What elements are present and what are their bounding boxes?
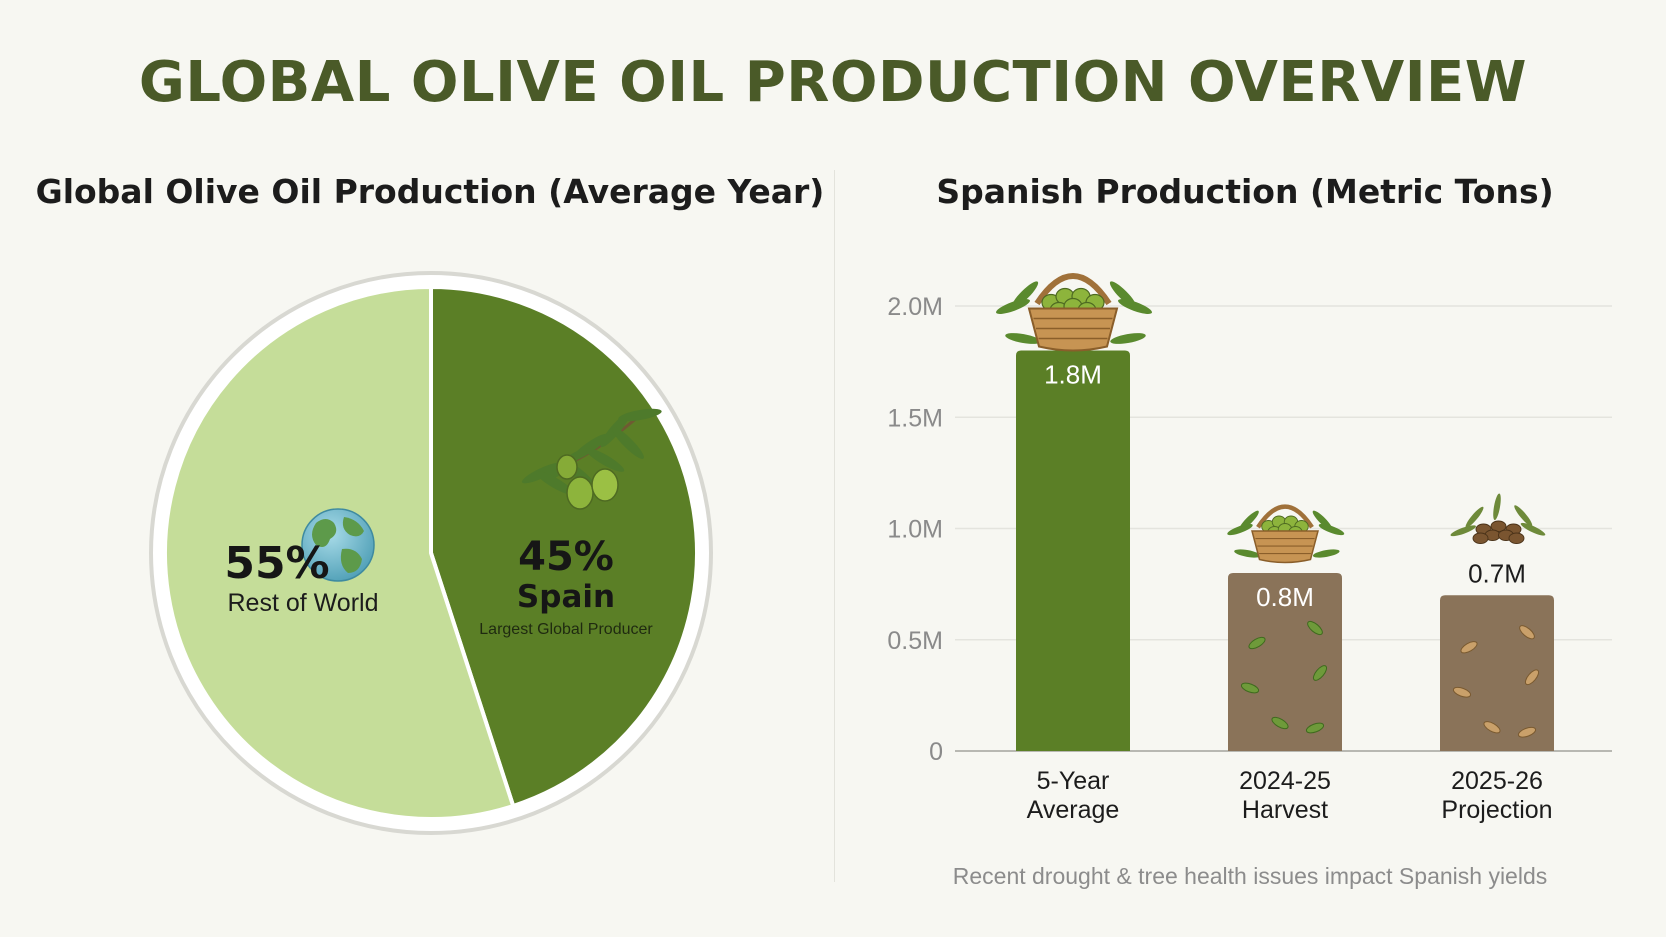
x-tick-label: Harvest [1242,796,1328,824]
olive-branch-icon [521,408,662,510]
x-tick-label: 2024-25 [1239,767,1331,795]
pie-chart-title: Global Olive Oil Production (Average Yea… [35,172,825,211]
pie-label-rest-percent: 55% [224,538,329,589]
panel-divider [834,170,835,882]
x-tick-label: 2025-26 [1451,767,1543,795]
pie-label-spain-percent: 45% [518,534,614,580]
bar-1 [1016,350,1130,751]
dry-leaves-icon [1452,625,1540,738]
y-tick-label: 1.5M [887,404,943,432]
pie-label-rest-name: Rest of World [228,589,379,617]
bar-value-label: 0.8M [1256,582,1314,612]
dried-olives-icon [1450,493,1546,544]
y-tick-label: 0.5M [887,627,943,655]
olive-basket-icon [1227,504,1345,564]
bar-chart-title: Spanish Production (Metric Tons) [936,172,1554,211]
pie-chart: 45%Spain Largest Global Producer 55%Rest o… [149,271,713,835]
x-tick-label: Average [1027,796,1120,824]
page-title: GLOBAL OLIVE OIL PRODUCTION OVERVIEW [138,50,1528,115]
bar-chart-footnote: Recent drought & tree health issues impa… [952,863,1548,889]
olive-basket-icon [996,273,1152,352]
pie-label-spain-name: Spain [517,579,615,615]
y-tick-label: 1.0M [887,516,943,544]
fallen-leaves-icon [1240,620,1328,734]
x-tick-label: Projection [1441,796,1552,824]
y-tick-label: 0 [929,738,943,766]
x-tick-label: 5-Year [1037,767,1110,795]
bar-2 [1228,573,1342,751]
y-tick-label: 2.0M [887,293,943,321]
bar-value-label: 1.8M [1044,360,1102,390]
bar-value-label: 0.7M [1468,558,1526,588]
pie-label-spain-note: Largest Global Producer [479,621,653,638]
globe-icon [301,508,375,582]
